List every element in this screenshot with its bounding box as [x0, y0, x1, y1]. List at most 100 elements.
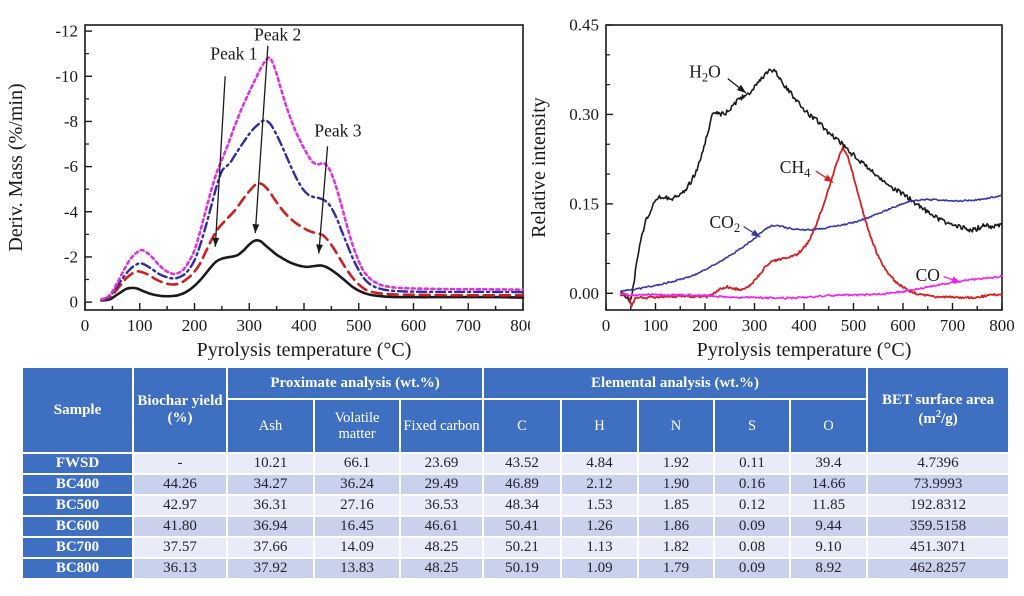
table-cell: 36.53 — [398, 494, 485, 517]
table-cell: 37.57 — [132, 536, 228, 559]
col-header-n: N — [637, 398, 716, 454]
col-header-ash: Ash — [226, 398, 315, 454]
x-tick-label: 100 — [643, 316, 669, 335]
x-tick-label: 400 — [791, 316, 817, 335]
row-header-sample: BC700 — [21, 536, 134, 559]
row-header-sample: BC400 — [21, 473, 134, 496]
x-tick-label: 200 — [182, 316, 208, 335]
y-tick-label: -12 — [55, 22, 78, 41]
table-cell: 11.85 — [789, 494, 869, 517]
x-tick-label: 0 — [602, 316, 611, 335]
table-row-bc600: BC600 41.80 36.94 16.45 46.61 50.41 1.26 1.86 0.… — [21, 515, 1011, 538]
y-tick-label: -6 — [64, 157, 78, 176]
table-cell: 34.27 — [226, 473, 315, 496]
annotation-peak3: Peak 3 — [314, 120, 361, 140]
table-cell: 4.7396 — [866, 452, 1011, 475]
table-cell: 0.16 — [713, 473, 792, 496]
annotation-arrow — [254, 45, 269, 234]
table-cell: 73.9993 — [866, 473, 1011, 496]
annotation-arrowhead — [951, 276, 961, 283]
x-tick-label: 700 — [456, 316, 482, 335]
col-header-fixed-carbon: Fixed carbon — [398, 398, 485, 454]
table-cell: 1.82 — [637, 536, 716, 559]
table-cell: 27.16 — [313, 494, 401, 517]
row-header-sample: BC600 — [21, 515, 134, 538]
row-header-sample: BC800 — [21, 557, 134, 580]
annotation-h2o: H2O — [689, 62, 721, 85]
series-CO — [620, 274, 1003, 300]
annotation-peak1: Peak 1 — [210, 44, 257, 64]
x-tick-label: 200 — [692, 316, 718, 335]
table-cell: 1.86 — [637, 515, 716, 538]
table-cell: 43.52 — [482, 452, 563, 475]
col-header-biochar-yield: Biochar yield (%) — [132, 366, 228, 454]
annotation-peak2: Peak 2 — [254, 24, 301, 44]
table-cell: 48.34 — [482, 494, 563, 517]
group-header-proximate: Proximate analysis (wt.%) — [225, 366, 485, 400]
annotation-arrowhead — [252, 224, 260, 234]
table-cell: - — [132, 452, 228, 475]
y-tick-label: -8 — [64, 112, 78, 131]
table-row-bc800: BC800 36.13 37.92 13.83 48.25 50.19 1.09 1.79 0.… — [21, 557, 1011, 580]
y-tick-label: 0.00 — [569, 284, 599, 303]
table-cell: 0.08 — [713, 536, 792, 559]
table-cell: 44.26 — [132, 473, 228, 496]
x-axis-label: Pyrolysis temperature (°C) — [197, 339, 412, 360]
table-cell: 1.13 — [560, 536, 640, 559]
row-header-sample: FWSD — [21, 452, 134, 475]
table-row-bc400: BC400 44.26 34.27 36.24 29.49 46.89 2.12 1.90 0.… — [21, 473, 1011, 496]
y-axis-label: Relative intensity — [530, 97, 550, 238]
col-header-c: C — [482, 398, 563, 454]
x-tick-label: 400 — [291, 316, 317, 335]
table-cell: 39.4 — [789, 452, 869, 475]
x-tick-label: 300 — [742, 316, 768, 335]
table-cell: 37.66 — [226, 536, 315, 559]
analysis-table: Sample Biochar yield (%) Proximate analysi… — [21, 366, 1011, 580]
col-header-h: H — [560, 398, 640, 454]
table-cell: 46.89 — [482, 473, 563, 496]
table-cell: 48.25 — [398, 557, 485, 580]
series-curve-dash-red — [100, 182, 525, 302]
table-cell: 50.41 — [482, 515, 563, 538]
table-cell: 8.92 — [789, 557, 869, 580]
x-tick-label: 0 — [81, 316, 90, 335]
table-cell: 37.92 — [226, 557, 315, 580]
y-tick-label: 0.45 — [569, 16, 599, 35]
ega-chart: 0 100 200 300 400 500 600 700 800 0.00 0.15 0.30 0.4… — [530, 16, 1015, 361]
annotation-co2: CO2 — [709, 212, 740, 235]
table-cell: 9.10 — [789, 536, 869, 559]
table-cell: 41.80 — [132, 515, 228, 538]
annotation-arrowhead — [736, 84, 747, 93]
table-cell: 0.09 — [713, 515, 792, 538]
table-cell: 50.19 — [482, 557, 563, 580]
table-cell: 2.12 — [560, 473, 640, 496]
table-cell: 14.09 — [313, 536, 401, 559]
y-tick-label: 0.30 — [569, 105, 599, 124]
col-header-o: O — [789, 398, 869, 454]
col-header-volatile-matter: Volatile matter — [313, 398, 401, 454]
table-row-bc700: BC700 37.57 37.66 14.09 48.25 50.21 1.13 1.82 0.… — [21, 536, 1011, 559]
x-tick-label: 600 — [401, 316, 427, 335]
table-cell: 1.09 — [560, 557, 640, 580]
x-tick-label: 800 — [989, 316, 1015, 335]
annotation-arrowhead — [823, 174, 834, 183]
annotation-arrow — [318, 146, 329, 254]
table-cell: 50.21 — [482, 536, 563, 559]
table-cell: 4.84 — [560, 452, 640, 475]
group-header-elemental: Elemental analysis (wt.%) — [482, 366, 869, 400]
x-tick-label: 800 — [510, 316, 530, 335]
table-cell: 192.8312 — [866, 494, 1011, 517]
table-cell: 451.3071 — [866, 536, 1011, 559]
table-cell: 36.31 — [226, 494, 315, 517]
table-cell: 462.8257 — [866, 557, 1011, 580]
table-cell: 13.83 — [313, 557, 401, 580]
x-tick-label: 700 — [940, 316, 966, 335]
x-tick-label: 600 — [890, 316, 916, 335]
x-tick-label: 300 — [237, 316, 263, 335]
table-cell: 1.53 — [560, 494, 640, 517]
x-tick-label: 500 — [346, 316, 372, 335]
table-cell: 42.97 — [132, 494, 228, 517]
table-cell: 23.69 — [398, 452, 485, 475]
table-cell: 36.24 — [313, 473, 401, 496]
